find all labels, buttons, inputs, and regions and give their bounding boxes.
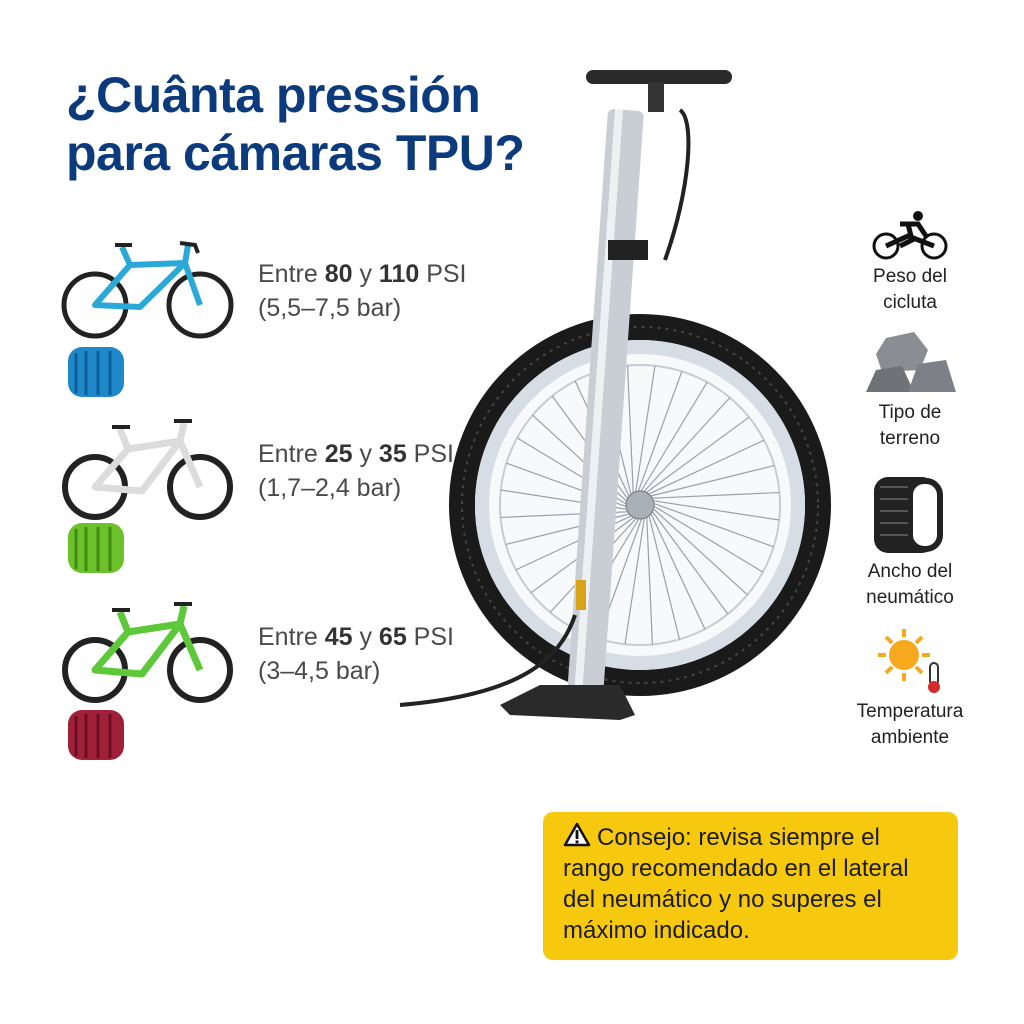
factor-temperature: Temperatura ambiente bbox=[840, 625, 980, 751]
pressure-row-road: Entre 80 y 110 PSI (5,5–7,5 bar) bbox=[60, 235, 510, 397]
sun-thermometer-icon bbox=[878, 629, 940, 693]
tire-icon bbox=[874, 477, 943, 553]
pressure-text: Entre 45 y 65 PSI (3–4,5 bar) bbox=[258, 623, 454, 685]
tire-swatch-green bbox=[68, 523, 124, 573]
tip-box: Consejo: revisa siempre el rango recomen… bbox=[543, 812, 958, 960]
pressure-row-hybrid: Entre 45 y 65 PSI (3–4,5 bar) bbox=[60, 598, 510, 760]
factor-terrain: Tipo de terreno bbox=[840, 330, 980, 452]
wheel-spoke bbox=[649, 491, 780, 499]
tip-text: Consejo: revisa siempre el rango recomen… bbox=[563, 824, 909, 944]
wheel-spoke bbox=[626, 365, 634, 496]
page-title: ¿Cuânta pressión para cámaras TPU? bbox=[66, 67, 525, 181]
wheel-spoke bbox=[646, 514, 654, 645]
wheel-spoke bbox=[650, 499, 780, 521]
warning-icon bbox=[563, 822, 591, 847]
road-bike-icon bbox=[61, 241, 234, 339]
wheel-spoke bbox=[648, 465, 775, 498]
pressure-row-mtb: Entre 25 y 35 PSI (1,7–2,4 bar) bbox=[60, 415, 510, 575]
pressure-text: Entre 25 y 35 PSI (1,7–2,4 bar) bbox=[258, 440, 454, 502]
wheel bbox=[449, 314, 831, 696]
rocks-icon bbox=[866, 332, 956, 392]
hybrid-bike-icon bbox=[62, 602, 233, 703]
wheel-spoke bbox=[647, 513, 680, 640]
pump-wheel-illustration bbox=[399, 70, 831, 720]
wheel-spoke bbox=[644, 416, 750, 495]
tire-swatch-blue bbox=[68, 347, 124, 397]
mountain-bike-icon bbox=[62, 419, 233, 520]
factor-tire-width: Ancho del neumático bbox=[840, 475, 980, 611]
tire-swatch-red bbox=[68, 710, 124, 760]
cyclist-icon bbox=[872, 211, 948, 260]
wheel-spoke bbox=[651, 504, 764, 573]
wheel-spoke bbox=[649, 511, 706, 630]
wheel-spoke bbox=[624, 515, 646, 645]
factor-rider-weight: Peso del cicluta bbox=[840, 210, 980, 316]
wheel-spoke bbox=[634, 365, 656, 495]
wheel-spoke bbox=[651, 502, 774, 548]
wheel-spoke bbox=[637, 371, 683, 494]
wheel-spoke bbox=[639, 381, 708, 494]
wheel-spoke bbox=[651, 506, 748, 596]
floor-pump bbox=[399, 70, 732, 720]
wheel-spoke bbox=[650, 509, 729, 615]
pressure-text: Entre 80 y 110 PSI (5,5–7,5 bar) bbox=[258, 260, 467, 322]
wheel-spoke bbox=[641, 397, 731, 494]
wheel-spoke bbox=[646, 439, 765, 496]
